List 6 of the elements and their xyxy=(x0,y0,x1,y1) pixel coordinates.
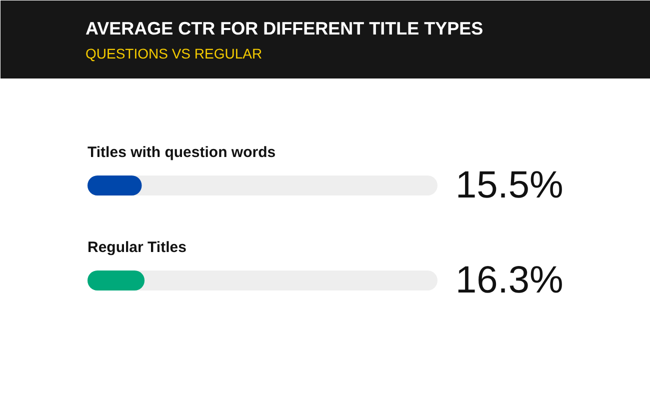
y-tick-label: Titles with question words xyxy=(88,144,276,161)
data-label: 16.3% xyxy=(456,260,564,302)
chart-subtitle: QUESTIONS VS REGULAR xyxy=(86,46,262,62)
data-label: 15.5% xyxy=(456,164,564,206)
y-tick-label: Regular Titles xyxy=(88,239,186,256)
chart-title: AVERAGE CTR FOR DIFFERENT TITLE TYPES xyxy=(86,18,484,38)
